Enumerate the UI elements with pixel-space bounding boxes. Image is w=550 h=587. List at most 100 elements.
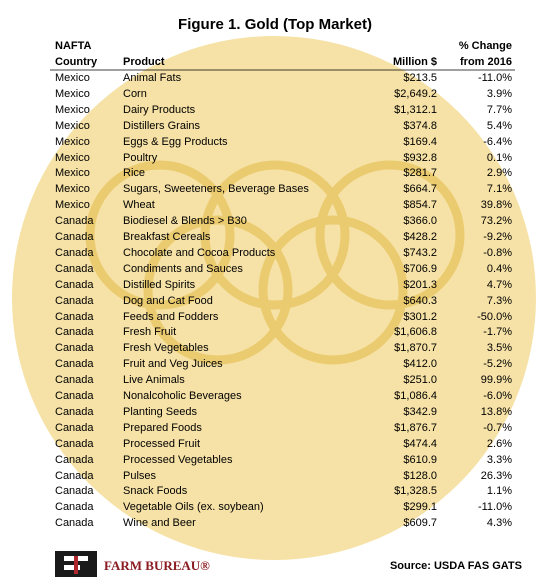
value-cell: $932.8 (403, 151, 437, 164)
country-cell: Canada (55, 421, 94, 434)
change-cell: -5.2% (483, 358, 512, 371)
value-cell: $854.7 (403, 199, 437, 212)
product-cell: Wine and Beer (123, 517, 196, 530)
product-cell: Wheat (123, 199, 155, 212)
country-cell: Canada (55, 262, 94, 275)
change-cell: -11.0% (477, 501, 512, 514)
country-cell: Canada (55, 405, 94, 418)
product-cell: Processed Fruit (123, 437, 201, 450)
change-cell: -9.2% (483, 231, 512, 243)
value-cell: $299.1 (403, 501, 437, 514)
product-cell: Vegetable Oils (ex. soybean) (123, 501, 264, 514)
country-cell: Canada (55, 358, 94, 371)
product-cell: Condiments and Sauces (123, 262, 243, 275)
change-cell: 4.7% (486, 278, 512, 291)
country-cell: Canada (55, 469, 94, 482)
change-cell: 7.3% (486, 294, 512, 307)
header-cell: from 2016 (460, 56, 512, 68)
value-cell: $1,086.4 (394, 390, 437, 402)
country-cell: Canada (55, 246, 94, 259)
product-cell: Distilled Spirits (123, 278, 196, 291)
header-cell: Country (55, 56, 98, 68)
change-cell: -0.7% (483, 421, 512, 434)
country-cell: Canada (55, 310, 94, 323)
value-cell: $1,312.1 (394, 103, 437, 116)
value-cell: $342.9 (403, 405, 437, 418)
value-cell: $169.4 (403, 135, 437, 148)
product-cell: Fresh Vegetables (123, 342, 209, 355)
change-cell: 2.6% (486, 437, 512, 450)
source: Source: USDA FAS GATS (389, 560, 522, 572)
value-cell: $743.2 (403, 246, 437, 259)
country-cell: Mexico (55, 72, 90, 84)
value-cell: $610.9 (403, 453, 437, 466)
country-cell: Canada (55, 517, 94, 530)
country-cell: Canada (55, 453, 94, 466)
country-cell: Canada (55, 342, 94, 355)
country-cell: Canada (55, 215, 94, 228)
change-cell: 39.8% (480, 199, 512, 212)
value-cell: $281.7 (403, 167, 437, 180)
change-cell: -50.0% (477, 310, 512, 323)
header-cell: % Change (458, 40, 512, 52)
country-cell: Mexico (55, 151, 90, 164)
country-cell: Canada (55, 326, 94, 339)
value-cell: $664.7 (403, 183, 437, 196)
value-cell: $366.0 (403, 215, 437, 228)
product-cell: Dairy Products (123, 103, 196, 116)
change-cell: 0.1% (486, 151, 512, 164)
change-cell: 4.3% (486, 517, 512, 530)
value-cell: $374.8 (403, 119, 437, 132)
product-cell: Sugars, Sweeteners, Beverage Bases (123, 183, 309, 196)
product-cell: Chocolate and Cocoa Products (123, 246, 276, 259)
product-cell: Animal Fats (123, 72, 182, 84)
product-cell: Processed Vegetables (123, 453, 233, 466)
change-cell: 99.9% (480, 374, 512, 387)
value-cell: $706.9 (403, 262, 437, 275)
value-cell: $128.0 (403, 469, 437, 482)
product-cell: Eggs & Egg Products (123, 135, 228, 148)
country-cell: Mexico (55, 199, 90, 212)
country-cell: Mexico (55, 103, 90, 116)
change-cell: 2.9% (486, 167, 512, 180)
change-cell: 5.4% (486, 119, 512, 132)
value-cell: $251.0 (403, 374, 437, 387)
value-cell: $1,606.8 (394, 326, 437, 339)
value-cell: $1,870.7 (394, 342, 437, 355)
change-cell: 1.1% (486, 485, 512, 498)
change-cell: 13.8% (480, 405, 512, 418)
change-cell: 7.1% (486, 183, 512, 196)
value-cell: $301.2 (403, 310, 437, 323)
country-cell: Canada (55, 278, 94, 291)
country-cell: Canada (55, 231, 94, 243)
value-cell: $1,876.7 (394, 421, 437, 434)
header-cell: NAFTA (55, 40, 92, 52)
country-cell: Canada (55, 501, 94, 514)
product-cell: Distillers Grains (123, 119, 201, 132)
header-cell: Product (123, 56, 165, 68)
change-cell: 7.7% (486, 103, 512, 116)
header-cell: Million $ (393, 56, 437, 68)
change-cell: 26.3% (480, 469, 512, 482)
change-cell: 3.3% (486, 453, 512, 466)
change-cell: 3.9% (486, 87, 512, 100)
change-cell: 3.5% (486, 342, 512, 355)
country-cell: Canada (55, 374, 94, 387)
product-cell: Live Animals (123, 374, 185, 387)
country-cell: Canada (55, 294, 94, 307)
value-cell: $201.3 (403, 278, 437, 291)
product-cell: Dog and Cat Food (123, 294, 213, 307)
country-cell: Canada (55, 390, 94, 402)
product-cell: Nonalcoholic Beverages (123, 390, 242, 402)
rings (85, 160, 465, 365)
brand: FARM BUREAU® (104, 558, 210, 573)
value-cell: $428.2 (403, 231, 437, 243)
change-cell: -6.4% (483, 135, 512, 148)
change-cell: -6.0% (483, 390, 512, 402)
country-cell: Canada (55, 485, 94, 498)
value-cell: $640.3 (403, 294, 437, 307)
product-cell: Pulses (123, 469, 157, 482)
value-cell: $474.4 (403, 437, 437, 450)
product-cell: Prepared Foods (123, 421, 202, 434)
